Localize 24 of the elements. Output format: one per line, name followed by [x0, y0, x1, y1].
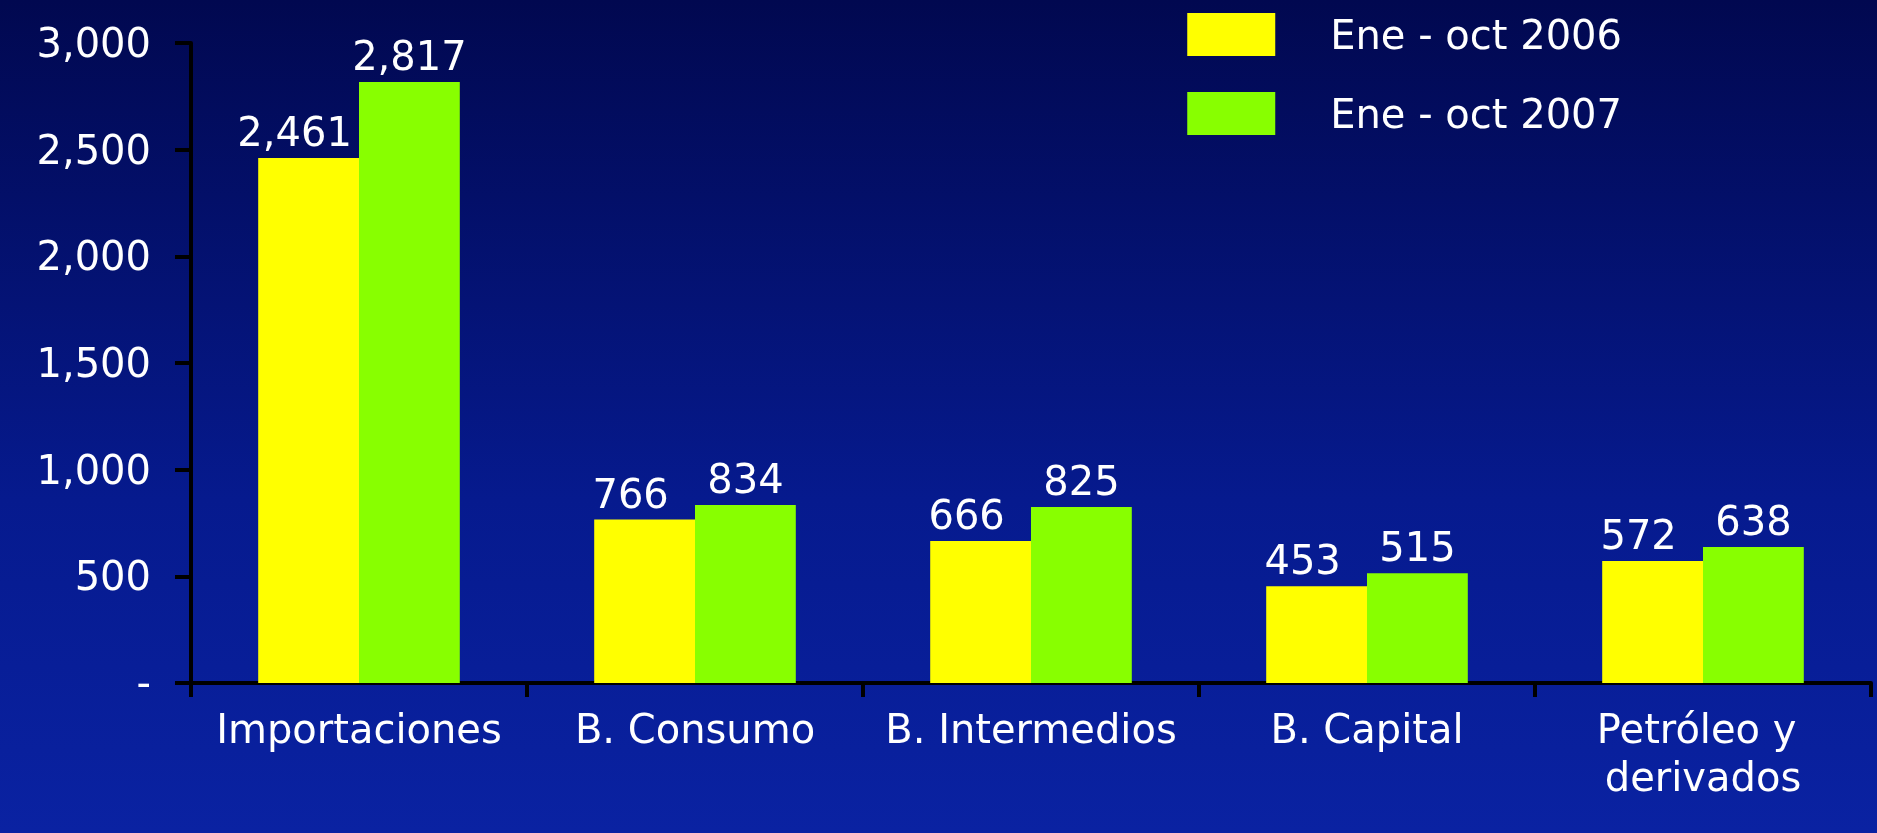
x-tick-label: Petróleo y derivados: [1596, 706, 1810, 800]
data-label: 572: [1600, 511, 1677, 558]
legend-label: Ene - oct 2006: [1330, 11, 1623, 58]
y-tick-label: 2,500: [36, 126, 151, 173]
data-label: 2,461: [237, 108, 352, 155]
data-label: 453: [1264, 537, 1341, 584]
data-label: 834: [707, 456, 784, 503]
y-tick-label: 1,000: [36, 446, 151, 493]
data-label: 666: [928, 491, 1005, 538]
y-tick-label: 1,500: [36, 340, 151, 386]
data-label: 2,817: [352, 33, 467, 80]
x-tick-label: B. Consumo: [574, 706, 816, 752]
y-tick-label: -: [136, 660, 151, 706]
data-label: 515: [1379, 524, 1456, 571]
y-tick-label: 3,000: [36, 20, 151, 66]
y-tick-label: 2,000: [36, 233, 151, 280]
data-label: 825: [1043, 458, 1120, 504]
y-tick-label: 500: [74, 553, 151, 600]
x-tick-label: Importaciones: [216, 706, 502, 752]
x-tick-label: B. Capital: [1270, 706, 1464, 752]
legend-label: Ene - oct 2007: [1330, 90, 1623, 137]
data-label: 766: [592, 470, 669, 517]
data-label: 638: [1715, 497, 1792, 544]
x-tick-label: B. Intermedios: [885, 706, 1177, 752]
